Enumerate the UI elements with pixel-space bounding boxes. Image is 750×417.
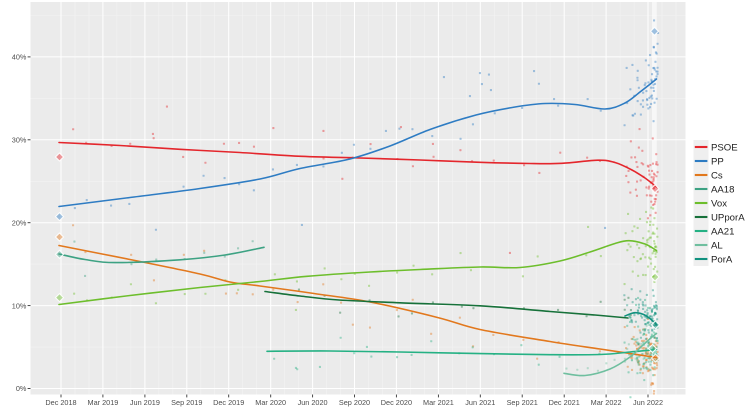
svg-text:AL: AL xyxy=(711,240,723,251)
svg-text:Dec 2021: Dec 2021 xyxy=(549,398,580,407)
svg-text:Cs: Cs xyxy=(711,170,723,181)
svg-text:10%: 10% xyxy=(12,301,27,310)
svg-text:Jun 2021: Jun 2021 xyxy=(465,398,495,407)
svg-text:Sep 2020: Sep 2020 xyxy=(339,398,370,407)
svg-text:0%: 0% xyxy=(16,384,27,393)
svg-text:PorA: PorA xyxy=(711,254,733,265)
svg-text:40%: 40% xyxy=(12,53,27,62)
svg-text:Dec 2020: Dec 2020 xyxy=(381,398,412,407)
svg-text:Mar 2022: Mar 2022 xyxy=(591,398,622,407)
svg-text:UPporA: UPporA xyxy=(711,212,745,223)
svg-text:Jun 2020: Jun 2020 xyxy=(298,398,328,407)
svg-text:PSOE: PSOE xyxy=(711,142,738,153)
svg-text:Mar 2019: Mar 2019 xyxy=(87,398,118,407)
svg-text:Vox: Vox xyxy=(711,198,727,209)
svg-text:AA21: AA21 xyxy=(711,226,734,237)
svg-text:Mar 2021: Mar 2021 xyxy=(423,398,454,407)
svg-text:Jun 2022: Jun 2022 xyxy=(633,398,663,407)
svg-text:20%: 20% xyxy=(12,218,27,227)
svg-text:AA18: AA18 xyxy=(711,184,734,195)
svg-text:PP: PP xyxy=(711,156,724,167)
svg-text:Sep 2021: Sep 2021 xyxy=(507,398,538,407)
svg-text:Dec 2018: Dec 2018 xyxy=(45,398,76,407)
svg-text:Sep 2019: Sep 2019 xyxy=(171,398,202,407)
svg-text:Jun 2019: Jun 2019 xyxy=(130,398,160,407)
svg-text:Mar 2020: Mar 2020 xyxy=(255,398,286,407)
svg-text:Dec 2019: Dec 2019 xyxy=(213,398,244,407)
svg-text:30%: 30% xyxy=(12,136,27,145)
